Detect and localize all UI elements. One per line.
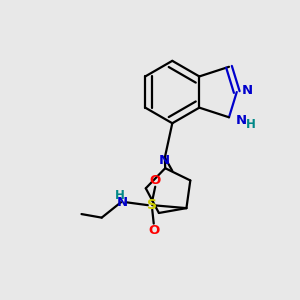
Text: S: S	[147, 198, 157, 212]
Text: O: O	[150, 174, 161, 187]
Text: O: O	[148, 224, 159, 237]
Text: N: N	[242, 84, 253, 97]
Text: N: N	[158, 154, 169, 167]
Text: H: H	[115, 189, 124, 202]
Text: H: H	[246, 118, 256, 131]
Text: N: N	[235, 114, 247, 127]
Text: N: N	[117, 196, 128, 209]
